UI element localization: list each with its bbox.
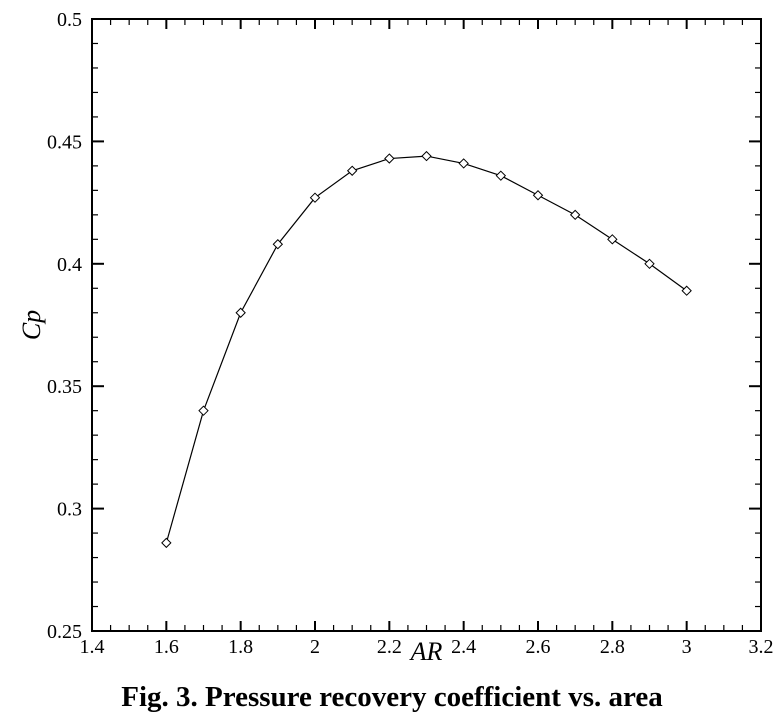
x-tick-label: 1.8 <box>228 636 253 658</box>
y-tick-label: 0.45 <box>47 131 82 153</box>
data-point <box>161 537 172 549</box>
data-point <box>458 158 469 169</box>
x-tick-label: 3.2 <box>749 636 774 658</box>
y-axis-label: Cp <box>17 310 46 340</box>
tick-labels: 1.4 1.6 1.8 2 2.2 2.4 2.6 2.8 3 3.2 0.25 0.3 0.35 0.4… <box>47 9 774 658</box>
ticks <box>91 18 762 632</box>
y-tick-label: 0.4 <box>57 254 82 276</box>
data-point <box>569 209 581 221</box>
x-tick-label: 2.4 <box>451 636 476 658</box>
data-point <box>235 307 246 318</box>
data-point <box>346 165 358 176</box>
plot-frame <box>91 18 762 632</box>
data-point <box>607 234 618 245</box>
x-tick-label: 2 <box>310 636 320 658</box>
data-point <box>384 153 395 164</box>
data-point <box>309 192 321 203</box>
x-tick-label: 3 <box>682 636 692 658</box>
data-point <box>272 239 284 250</box>
data-point <box>421 150 432 162</box>
series-line <box>165 155 688 544</box>
x-tick-label: 1.4 <box>80 636 105 658</box>
data-point <box>532 190 544 201</box>
y-tick-label: 0.35 <box>47 376 82 398</box>
figure-caption: Fig. 3. Pressure recovery coefficient vs… <box>121 681 663 713</box>
x-tick-label: 2.2 <box>377 636 402 658</box>
data-point <box>495 170 507 181</box>
x-tick-label: 1.6 <box>154 636 179 658</box>
data-point <box>198 405 209 416</box>
x-tick-label: 2.8 <box>600 636 625 658</box>
markers <box>161 150 692 549</box>
y-tick-label: 0.3 <box>57 499 82 521</box>
data-point <box>644 258 655 270</box>
x-tick-label: 2.6 <box>526 636 551 658</box>
y-tick-label: 0.5 <box>57 9 82 31</box>
x-axis-label: AR <box>409 637 443 666</box>
data-point <box>681 285 692 296</box>
y-tick-label: 0.25 <box>47 621 82 643</box>
